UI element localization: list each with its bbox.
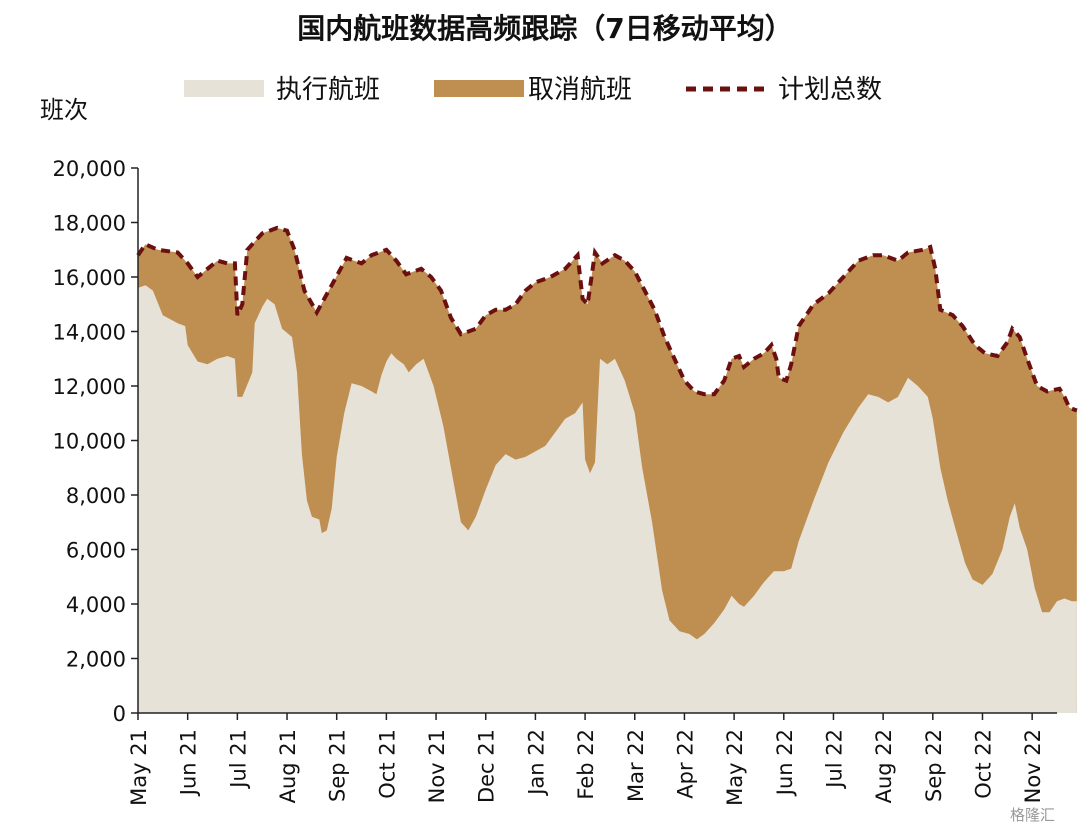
x-tick-label: Jul 22 <box>822 729 846 790</box>
legend-label-executed: 执行航班 <box>276 75 380 105</box>
x-tick-label: Jun 21 <box>177 729 201 797</box>
y-tick-label: 2,000 <box>66 648 126 672</box>
x-tick-label: Feb 22 <box>574 729 598 800</box>
y-tick-label: 10,000 <box>53 430 126 454</box>
y-tick-label: 0 <box>113 702 126 726</box>
x-tick-label: Oct 21 <box>375 729 399 799</box>
y-tick-label: 8,000 <box>66 484 126 508</box>
y-tick-label: 4,000 <box>66 593 126 617</box>
executed-flights-area <box>138 285 1077 713</box>
x-tick-label: May 22 <box>723 729 747 806</box>
x-tick-label: Oct 22 <box>971 729 995 799</box>
x-tick-label: Dec 21 <box>475 729 499 803</box>
y-tick-label: 6,000 <box>66 539 126 563</box>
y-tick-label: 18,000 <box>53 212 126 236</box>
x-tick-label: Jan 22 <box>524 729 548 797</box>
x-tick-label: Aug 21 <box>276 729 300 803</box>
x-tick-label: Jun 22 <box>773 729 797 797</box>
watermark: 格隆汇 <box>1010 806 1055 824</box>
x-tick-label: Sep 22 <box>922 729 946 802</box>
y-tick-label: 16,000 <box>53 266 126 290</box>
legend-swatch-cancelled <box>434 80 524 97</box>
y-tick-label: 12,000 <box>53 375 126 399</box>
x-tick-label: Mar 22 <box>624 729 648 802</box>
x-tick-label: Aug 22 <box>872 729 896 803</box>
x-tick-label: Sep 21 <box>326 729 350 802</box>
x-tick-label: Nov 22 <box>1021 729 1045 803</box>
y-tick-label: 20,000 <box>53 157 126 181</box>
legend-label-cancelled: 取消航班 <box>528 75 632 105</box>
planned-total-line <box>136 225 1078 413</box>
x-tick-label: May 21 <box>127 729 151 806</box>
chart-title: 国内航班数据高频跟踪（7日移动平均） <box>297 12 793 45</box>
x-tick-label: Jul 21 <box>226 729 250 790</box>
plot-line <box>136 225 1078 413</box>
axes: 0 2,000 4,000 6,000 8,000 10,000 12,000 14,000 1… <box>53 157 1057 806</box>
legend-label-planned: 计划总数 <box>778 75 882 105</box>
legend-swatch-executed <box>184 80 264 97</box>
y-axis-unit-label: 班次 <box>40 96 88 124</box>
x-tick-label: Nov 21 <box>425 729 449 803</box>
y-tick-label: 14,000 <box>53 321 126 345</box>
x-tick-label: Apr 22 <box>673 729 697 799</box>
plot-areas <box>138 227 1077 713</box>
